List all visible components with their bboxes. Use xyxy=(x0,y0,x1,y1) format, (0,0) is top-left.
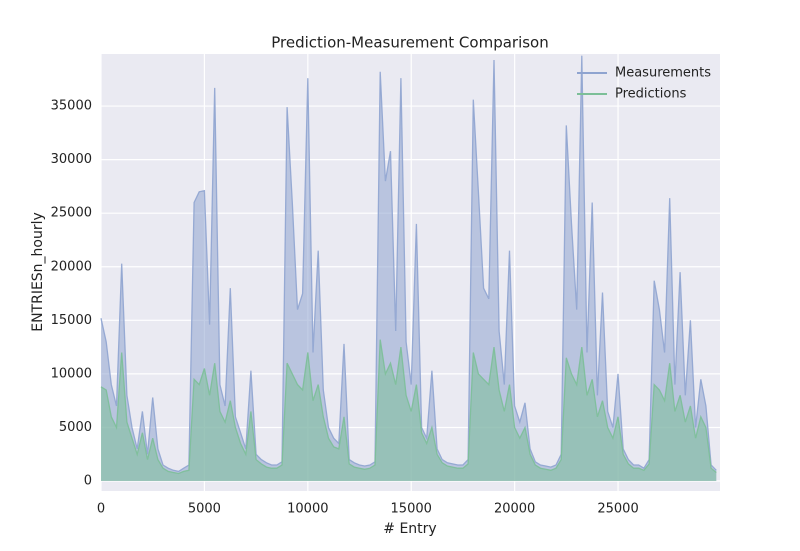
series-line xyxy=(100,55,717,473)
y-tick-label: 35000 xyxy=(51,99,92,114)
y-tick-label: 30000 xyxy=(51,152,92,167)
y-tick-label: 5000 xyxy=(59,420,92,435)
x-tick-label: 5000 xyxy=(188,502,221,517)
y-tick-label: 0 xyxy=(84,474,92,489)
legend-label: Measurements xyxy=(615,66,711,81)
y-tick-label: 10000 xyxy=(51,366,92,381)
series-line xyxy=(100,339,717,475)
x-tick-label: 15000 xyxy=(391,502,432,517)
x-tick-label: 25000 xyxy=(597,502,638,517)
legend-label: Predictions xyxy=(615,87,687,102)
y-tick-label: 25000 xyxy=(51,206,92,221)
chart-title: Prediction-Measurement Comparison xyxy=(271,34,549,52)
x-tick-label: 0 xyxy=(97,502,105,517)
x-tick-label: 10000 xyxy=(287,502,328,517)
y-tick-label: 20000 xyxy=(51,259,92,274)
y-tick-label: 15000 xyxy=(51,313,92,328)
x-tick-label: 20000 xyxy=(494,502,535,517)
y-axis-label: ENTRIESn_hourly xyxy=(30,212,46,332)
x-axis-label: # Entry xyxy=(383,521,436,537)
